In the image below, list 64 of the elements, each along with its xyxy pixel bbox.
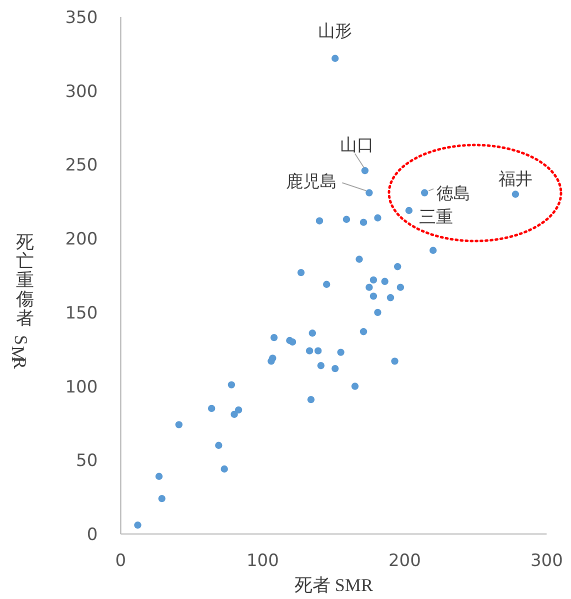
point [337,348,344,356]
point [175,421,183,428]
point [288,338,296,346]
x-axis-title: 死者 SMR [294,575,373,595]
point [228,381,236,388]
point [316,217,324,224]
point [360,328,368,336]
point [374,214,382,222]
annotation: 福井 [498,169,532,190]
y-tick-label: 150 [65,303,98,324]
point [314,347,322,354]
point [308,330,316,337]
point [332,364,339,372]
point [430,246,437,254]
point [396,284,404,291]
y-tick-label: 300 [65,82,98,102]
point [420,189,428,196]
point [234,406,242,414]
point [512,190,520,198]
y-tick-label: 350 [65,8,98,28]
point [332,54,339,62]
point [220,465,228,473]
point [208,404,216,412]
point [342,216,350,223]
point [323,280,330,288]
point [317,362,325,370]
annotation: 山形 [318,21,352,42]
point [230,410,238,418]
point [361,167,369,174]
point [307,396,315,404]
y-tick-label: 200 [65,230,98,250]
point [366,284,373,291]
point [386,294,394,302]
point [155,472,163,480]
point [215,442,222,449]
point [370,276,378,284]
annotation: 徳島 [436,184,471,204]
point [297,268,305,276]
y-tick-label: 0 [86,525,98,545]
annotation: 山口 [340,136,374,156]
point [356,256,363,263]
point [270,334,278,342]
point [394,263,402,270]
point [366,189,373,196]
point [306,347,314,354]
point [405,206,413,214]
point [351,382,359,390]
x-tick-label: 200 [388,551,421,571]
point [268,358,275,365]
point [370,292,378,300]
point [360,218,368,226]
point [381,278,388,286]
point [158,494,166,502]
y-tick-label: 250 [65,156,98,176]
annotation: 鹿児島 [286,172,338,192]
x-tick-label: 100 [246,551,279,571]
y-tick-label: 100 [65,377,98,398]
y-tick-label: 50 [76,451,98,472]
point [134,522,142,529]
x-tick-label: 0 [115,551,126,571]
annotation: 三重 [418,208,453,228]
x-tick-label: 300 [530,551,563,571]
point [391,358,398,365]
point [374,308,382,316]
